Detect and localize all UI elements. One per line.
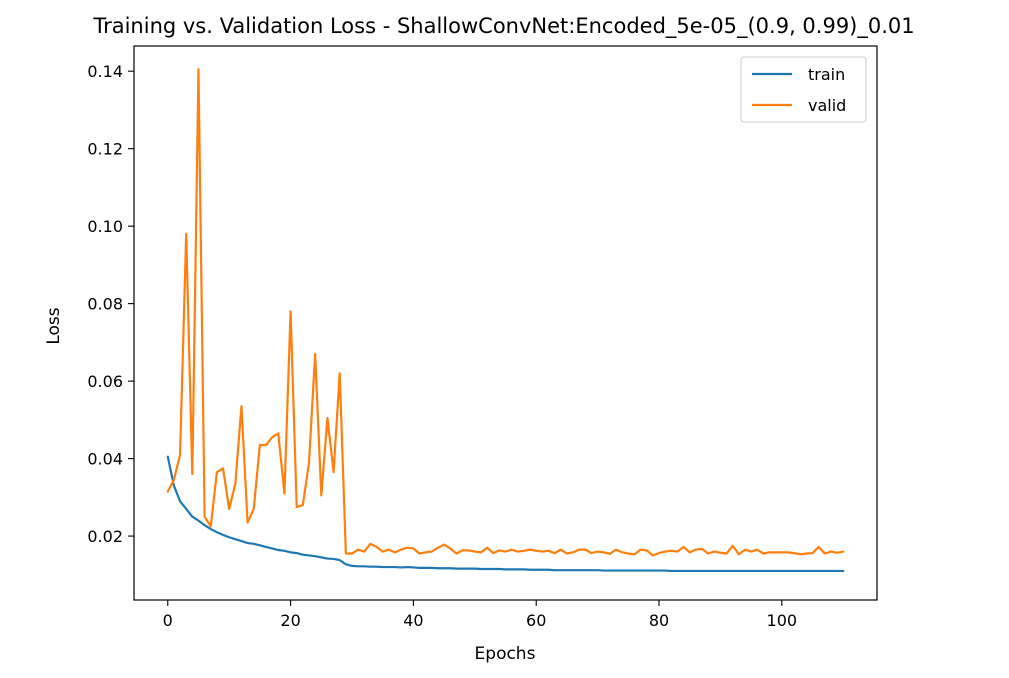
x-axis: 0 20 40 60 80 100 [163, 600, 797, 630]
y-tick-label: 0.10 [87, 217, 123, 236]
plot-background [134, 46, 877, 600]
series-line-train [166, 455, 845, 573]
x-tick-label: 60 [526, 611, 546, 630]
legend-label-train: train [808, 65, 845, 84]
legend: train valid [740, 56, 867, 123]
x-axis-label: Epochs [475, 644, 536, 664]
chart-title: Training vs. Validation Loss - ShallowCo… [92, 14, 914, 39]
x-tick-label: 80 [649, 611, 669, 630]
legend-label-valid: valid [808, 96, 846, 115]
y-axis: 0.02 0.04 0.06 0.08 0.10 0.12 0.14 [87, 62, 134, 546]
x-tick-label: 40 [403, 611, 423, 630]
series-layer [166, 68, 845, 573]
y-tick-label: 0.04 [87, 450, 123, 469]
series-line-valid [166, 68, 845, 557]
x-tick-label: 0 [163, 611, 173, 630]
plot-frame [133, 45, 878, 601]
plot-area [133, 45, 878, 601]
y-tick-label: 0.12 [87, 140, 123, 159]
y-tick-label: 0.08 [87, 295, 123, 314]
legend-box [740, 56, 867, 123]
x-tick-label: 20 [280, 611, 300, 630]
y-axis-label: Loss [44, 307, 64, 344]
y-tick-label: 0.02 [87, 527, 123, 546]
y-tick-label: 0.06 [87, 372, 123, 391]
y-tick-label: 0.14 [87, 62, 123, 81]
x-tick-label: 100 [767, 611, 798, 630]
